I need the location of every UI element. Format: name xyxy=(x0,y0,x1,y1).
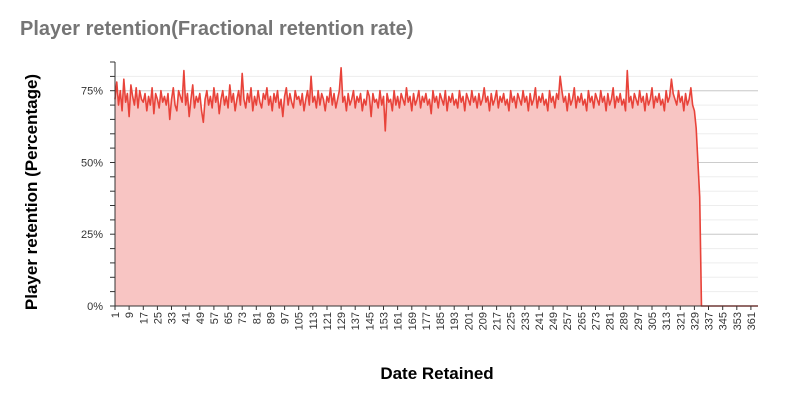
x-tick-label: 225 xyxy=(506,312,518,330)
x-tick-labels: 1 9 17 25 33 41 49 57 65 73 81 89 97 105 113 121 129 137 1… xyxy=(110,312,758,330)
y-tick-label: 25% xyxy=(81,229,103,241)
x-tick-label: 177 xyxy=(421,312,433,330)
x-tick-label: 153 xyxy=(379,312,391,330)
x-tick-label: 129 xyxy=(336,312,348,330)
x-tick-label: 105 xyxy=(294,312,306,330)
x-tick-label: 33 xyxy=(167,312,179,324)
y-tick-label: 50% xyxy=(81,158,103,170)
x-tick-label: 65 xyxy=(223,312,235,324)
x-tick-label: 137 xyxy=(350,312,362,330)
x-tick-label: 145 xyxy=(364,312,376,330)
x-tick-label: 345 xyxy=(718,312,730,330)
x-tick-label: 193 xyxy=(449,312,461,330)
x-tick-label: 313 xyxy=(661,312,673,330)
x-tick-label: 89 xyxy=(266,312,278,324)
x-tick-label: 17 xyxy=(138,312,150,324)
x-tick-label: 281 xyxy=(605,312,617,330)
x-tick-label: 361 xyxy=(746,312,758,330)
x-tick-label: 121 xyxy=(322,312,334,330)
x-tick-label: 169 xyxy=(407,312,419,330)
x-tick-label: 25 xyxy=(152,312,164,324)
x-tick-label: 233 xyxy=(520,312,532,330)
x-tick-label: 201 xyxy=(463,312,475,330)
x-axis-title: Date Retained xyxy=(380,364,494,383)
retention-area-fill xyxy=(115,67,758,307)
x-tick-label: 113 xyxy=(308,312,320,330)
x-tick-label: 289 xyxy=(619,312,631,330)
x-tick-label: 161 xyxy=(393,312,405,330)
y-tick-label: 75% xyxy=(81,86,103,98)
x-tick-label: 249 xyxy=(548,312,560,330)
x-tick-label: 273 xyxy=(591,312,603,330)
x-tick-label: 265 xyxy=(576,312,588,330)
retention-series-line xyxy=(114,66,758,307)
x-tick-label: 297 xyxy=(633,312,645,330)
x-tick-label: 241 xyxy=(534,312,546,330)
x-tick-label: 41 xyxy=(181,312,193,324)
x-tick-label: 209 xyxy=(477,312,489,330)
y-tick-labels: 0% 25% 50% 75% xyxy=(81,86,103,313)
x-tick-label: 353 xyxy=(732,312,744,330)
x-tick-label: 73 xyxy=(237,312,249,324)
axes xyxy=(110,61,758,310)
x-tick-label: 9 xyxy=(124,312,136,318)
x-tick-label: 49 xyxy=(195,312,207,324)
chart-title: Player retention(Fractional retention ra… xyxy=(20,18,414,40)
x-tick-label: 329 xyxy=(689,312,701,330)
x-tick-label: 257 xyxy=(562,312,574,330)
series-area xyxy=(114,66,758,307)
x-tick-label: 337 xyxy=(704,312,716,330)
x-tick-label: 57 xyxy=(209,312,221,324)
x-tick-label: 81 xyxy=(251,312,263,324)
x-tick-label: 305 xyxy=(647,312,659,330)
x-tick-label: 217 xyxy=(492,312,504,330)
x-tick-label: 1 xyxy=(110,312,122,318)
y-tick-label: 0% xyxy=(87,301,103,313)
x-tick-label: 97 xyxy=(280,312,292,324)
x-tick-label: 321 xyxy=(675,312,687,330)
x-tick-label: 185 xyxy=(435,312,447,330)
